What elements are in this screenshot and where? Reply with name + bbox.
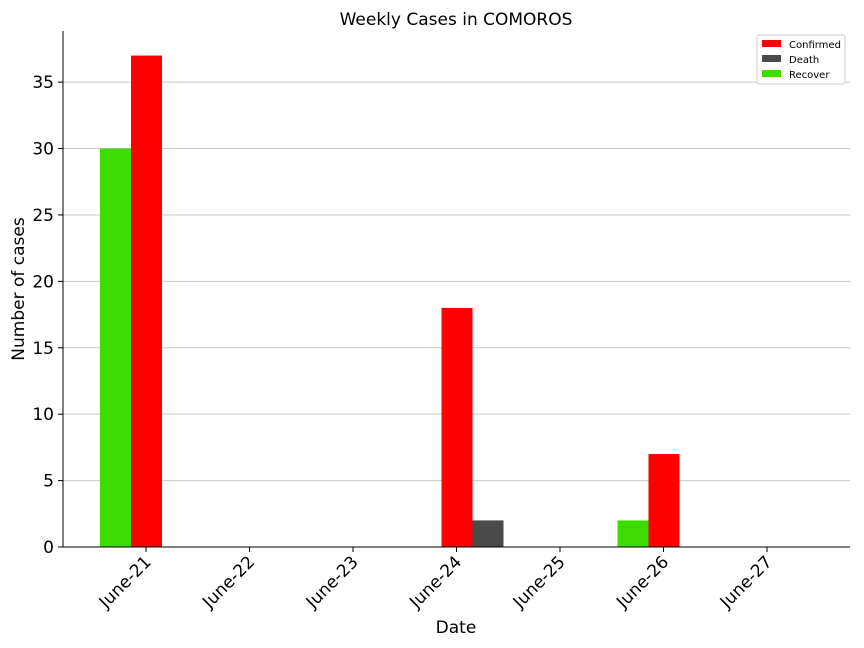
legend-label-confirmed: Confirmed xyxy=(789,40,841,51)
x-tick-label: June-27 xyxy=(716,552,777,613)
x-tick-label: June-21 xyxy=(95,552,156,613)
legend-swatch-confirmed xyxy=(762,40,781,47)
x-axis-ticks: June-21 June-22 June-23 June-24 June-25 June-… xyxy=(95,547,777,613)
x-tick-label: June-24 xyxy=(405,552,466,613)
legend-label-recover: Recover xyxy=(789,70,830,81)
y-tick-label: 0 xyxy=(43,538,54,558)
y-tick-label: 15 xyxy=(32,339,54,359)
legend-swatch-recover xyxy=(762,70,781,77)
chart-title: Weekly Cases in COMOROS xyxy=(340,10,573,30)
y-tick-label: 10 xyxy=(32,405,54,425)
y-axis-label: Number of cases xyxy=(9,217,29,361)
legend-swatch-death xyxy=(762,55,781,62)
legend-label-death: Death xyxy=(789,55,819,66)
y-tick-label: 25 xyxy=(32,206,54,226)
x-tick-label: June-22 xyxy=(198,552,259,613)
x-tick-label: June-23 xyxy=(302,552,363,613)
y-axis-ticks: 0 5 10 15 20 25 30 35 xyxy=(32,73,63,558)
y-tick-label: 35 xyxy=(32,73,54,93)
bar-confirmed xyxy=(131,55,162,547)
y-tick-label: 30 xyxy=(32,140,54,160)
y-tick-label: 20 xyxy=(32,272,54,292)
bar-death xyxy=(472,520,504,547)
x-tick-label: June-26 xyxy=(612,552,673,613)
x-tick-label: June-25 xyxy=(509,552,570,613)
legend: Confirmed Death Recover xyxy=(756,34,846,85)
y-tick-label: 5 xyxy=(43,472,54,492)
bar-confirmed xyxy=(441,307,473,547)
bar-confirmed xyxy=(648,454,680,547)
bar-recover xyxy=(617,520,649,547)
bars xyxy=(100,55,680,547)
bar-recover xyxy=(100,148,131,547)
x-axis-label: Date xyxy=(436,618,477,638)
